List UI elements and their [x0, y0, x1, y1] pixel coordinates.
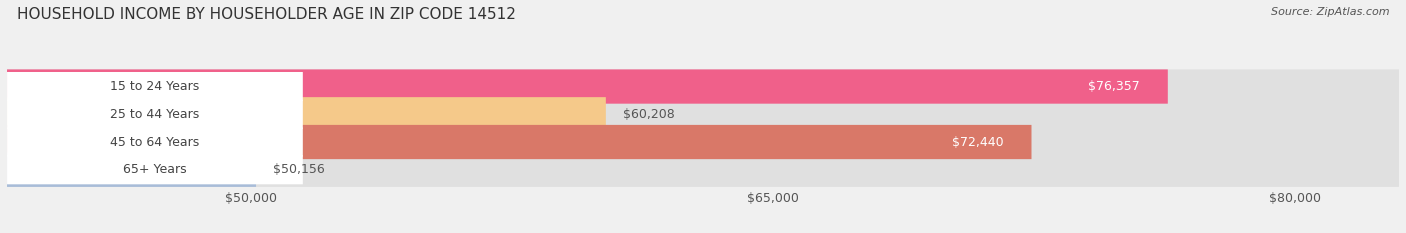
FancyBboxPatch shape	[7, 125, 1399, 159]
FancyBboxPatch shape	[7, 153, 1399, 187]
Text: 15 to 24 Years: 15 to 24 Years	[110, 80, 200, 93]
FancyBboxPatch shape	[7, 69, 1168, 104]
FancyBboxPatch shape	[7, 97, 1399, 131]
Text: $50,156: $50,156	[273, 163, 325, 176]
FancyBboxPatch shape	[7, 127, 302, 157]
Text: Source: ZipAtlas.com: Source: ZipAtlas.com	[1271, 7, 1389, 17]
Text: $72,440: $72,440	[952, 136, 1004, 148]
FancyBboxPatch shape	[7, 125, 1032, 159]
FancyBboxPatch shape	[7, 155, 302, 184]
Text: $76,357: $76,357	[1088, 80, 1140, 93]
FancyBboxPatch shape	[7, 72, 302, 101]
Text: 25 to 44 Years: 25 to 44 Years	[110, 108, 200, 121]
Text: 45 to 64 Years: 45 to 64 Years	[110, 136, 200, 148]
FancyBboxPatch shape	[7, 69, 1399, 104]
FancyBboxPatch shape	[7, 100, 302, 129]
FancyBboxPatch shape	[7, 97, 606, 131]
Text: $60,208: $60,208	[623, 108, 675, 121]
FancyBboxPatch shape	[7, 153, 256, 187]
Text: HOUSEHOLD INCOME BY HOUSEHOLDER AGE IN ZIP CODE 14512: HOUSEHOLD INCOME BY HOUSEHOLDER AGE IN Z…	[17, 7, 516, 22]
Text: 65+ Years: 65+ Years	[124, 163, 187, 176]
